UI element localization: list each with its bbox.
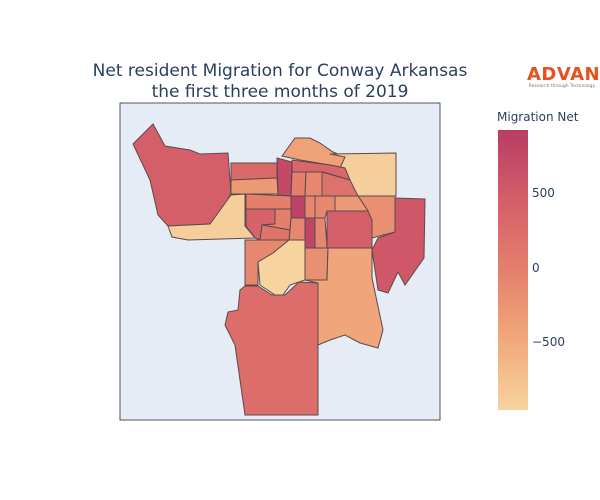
map-region[interactable] (304, 195, 316, 219)
map-region[interactable] (167, 193, 257, 241)
chart-title: Net resident Migration for Conway Arkans… (92, 61, 468, 81)
colorbar-title: Migration Net (497, 110, 579, 124)
map-region[interactable] (276, 157, 293, 197)
logo-tagline: Research through Technology (528, 84, 596, 89)
map-region[interactable] (314, 217, 328, 249)
advan-logo: ADVAN Research through Technology (527, 64, 600, 90)
colorbar-tick: 0 (532, 260, 540, 275)
chart-subtitle: the first three months of 2019 (151, 82, 409, 102)
map-region[interactable] (230, 177, 279, 195)
map-region[interactable] (290, 195, 306, 219)
map-region[interactable] (245, 193, 292, 210)
colorbar-tick: −500 (532, 334, 565, 349)
map-region[interactable] (288, 217, 306, 241)
map-region[interactable] (371, 197, 426, 294)
map-region[interactable] (304, 217, 316, 249)
map-region[interactable] (304, 247, 384, 349)
logo-text: ADVAN (527, 64, 600, 85)
colorbar (498, 130, 528, 410)
colorbar-tick: 500 (532, 186, 555, 201)
map-region[interactable] (304, 171, 323, 197)
map-region[interactable] (224, 281, 319, 416)
map-region[interactable] (230, 162, 278, 181)
map-region[interactable] (304, 247, 329, 281)
map-region[interactable] (290, 171, 307, 197)
map-region[interactable] (326, 210, 373, 249)
